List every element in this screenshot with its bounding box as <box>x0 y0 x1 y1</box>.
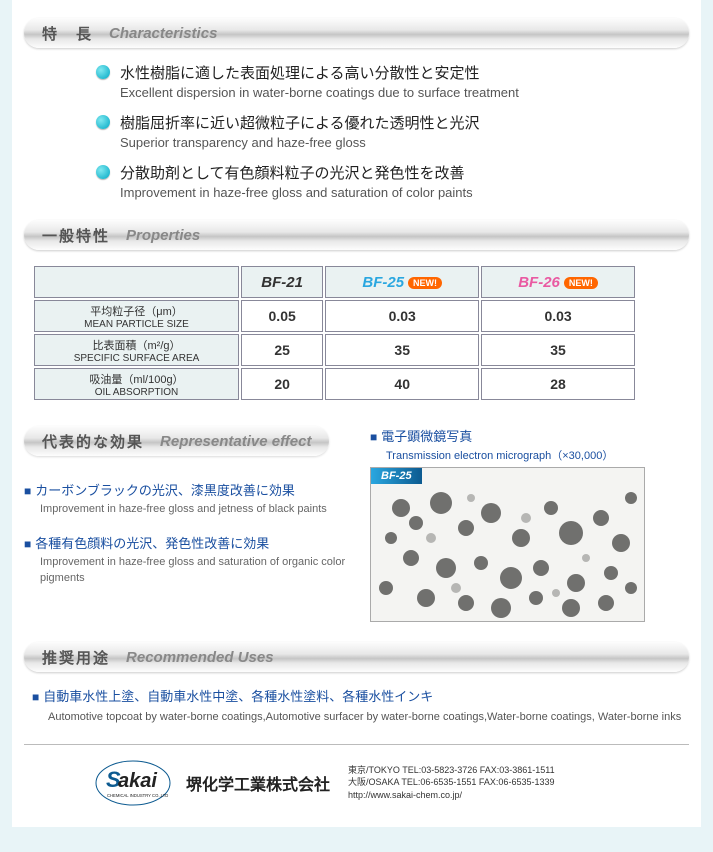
square-bullet-icon: ■ <box>370 430 377 444</box>
row-label: 平均粒子径（μm） MEAN PARTICLE SIZE <box>34 300 239 332</box>
bullet-item: 分散助剤として有色顔料粒子の光沢と発色性を改善 Improvement in h… <box>96 162 689 200</box>
bullet-text-jp: 樹脂屈折率に近い超微粒子による優れた透明性と光沢 <box>120 112 480 133</box>
section-title-jp: 推奨用途 <box>42 647 110 668</box>
micrograph-tag: BF-25 <box>371 468 422 484</box>
table-cell: 35 <box>325 334 479 366</box>
square-bullet-icon: ■ <box>24 537 31 551</box>
properties-table: BF-21 BF-25 NEW! BF-26 NEW! 平均粒子径（μm） MEAN… <box>32 264 637 402</box>
row-label: 吸油量（ml/100g） OIL ABSORPTION <box>34 368 239 400</box>
table-row: 比表面積（m²/g） SPECIFIC SURFACE AREA 25 35 3… <box>34 334 635 366</box>
contact-url: http://www.sakai-chem.co.jp/ <box>348 789 555 802</box>
section-header-properties: 一般特性 Properties <box>24 220 689 250</box>
rep-item-jp: 各種有色顔料の光沢、発色性改善に効果 <box>35 536 269 551</box>
table-cell: 20 <box>241 368 323 400</box>
company-name: 堺化学工業株式会社 <box>186 771 330 795</box>
new-badge: NEW! <box>564 277 598 289</box>
micrograph-svg <box>371 468 645 622</box>
representative-row: 代表的な効果 Representative effect ■ カーボンブラックの光… <box>24 426 689 622</box>
row-label-jp: 平均粒子径（μm） <box>35 303 238 319</box>
logo-icon: S akai CHEMICAL INDUSTRY CO.,LTD <box>94 759 172 807</box>
logo: S akai CHEMICAL INDUSTRY CO.,LTD <box>94 759 172 807</box>
rep-item: ■ カーボンブラックの光沢、漆黒度改善に効果 <box>24 480 364 499</box>
new-badge: NEW! <box>408 277 442 289</box>
square-bullet-icon: ■ <box>24 484 31 498</box>
table-cell: 28 <box>481 368 635 400</box>
product-name: BF-21 <box>261 274 303 291</box>
section-title-en: Representative effect <box>160 433 311 450</box>
table-row: 平均粒子径（μm） MEAN PARTICLE SIZE 0.05 0.03 0… <box>34 300 635 332</box>
bullet-dot-icon <box>96 65 110 79</box>
table-cell: 40 <box>325 368 479 400</box>
micrograph-title: ■ 電子顕微鏡写真 <box>370 426 645 445</box>
bullet-dot-icon <box>96 165 110 179</box>
rep-item-en: Improvement in haze-free gloss and satur… <box>40 555 364 586</box>
logo-subtext: CHEMICAL INDUSTRY CO.,LTD <box>107 793 168 798</box>
row-label-en: MEAN PARTICLE SIZE <box>35 319 238 330</box>
section-title-en: Recommended Uses <box>126 649 274 666</box>
rep-item: ■ 各種有色顔料の光沢、発色性改善に効果 <box>24 533 364 552</box>
contact-line: 大阪/OSAKA TEL:06-6535-1551 FAX:06-6535-13… <box>348 776 555 789</box>
page: 特 長 Characteristics 水性樹脂に適した表面処理による高い分散性… <box>12 0 701 827</box>
bullet-text-en: Excellent dispersion in water-borne coat… <box>120 85 689 100</box>
table-cell: 0.03 <box>325 300 479 332</box>
representative-right: ■ 電子顕微鏡写真 Transmission electron micrograp… <box>370 426 645 622</box>
representative-left: 代表的な効果 Representative effect ■ カーボンブラックの光… <box>24 426 364 586</box>
section-header-uses: 推奨用途 Recommended Uses <box>24 642 689 672</box>
product-header: BF-25 NEW! <box>325 266 479 298</box>
bullet-text-en: Improvement in haze-free gloss and satur… <box>120 185 689 200</box>
micrograph-title-en: Transmission electron micrograph（×30,000… <box>386 447 645 463</box>
section-title-jp: 一般特性 <box>42 225 110 246</box>
uses-en: Automotive topcoat by water-borne coatin… <box>48 709 689 726</box>
table-row: 吸油量（ml/100g） OIL ABSORPTION 20 40 28 <box>34 368 635 400</box>
contact-info: 東京/TOKYO TEL:03-5823-3726 FAX:03-3861-15… <box>348 764 555 802</box>
row-label-jp: 比表面積（m²/g） <box>35 337 238 353</box>
table-corner-cell <box>34 266 239 298</box>
section-title-en: Properties <box>126 227 200 244</box>
section-title-jp: 代表的な効果 <box>42 431 144 452</box>
section-header-representative: 代表的な効果 Representative effect <box>24 426 329 456</box>
row-label-jp: 吸油量（ml/100g） <box>35 371 238 387</box>
row-label: 比表面積（m²/g） SPECIFIC SURFACE AREA <box>34 334 239 366</box>
contact-line: 東京/TOKYO TEL:03-5823-3726 FAX:03-3861-15… <box>348 764 555 777</box>
characteristics-list: 水性樹脂に適した表面処理による高い分散性と安定性 Excellent dispe… <box>96 62 689 200</box>
product-header: BF-21 <box>241 266 323 298</box>
row-label-en: OIL ABSORPTION <box>35 387 238 398</box>
svg-text:akai: akai <box>118 770 157 792</box>
table-cell: 0.03 <box>481 300 635 332</box>
bullet-text-en: Superior transparency and haze-free glos… <box>120 135 689 150</box>
product-name: BF-26 <box>518 274 560 291</box>
footer: S akai CHEMICAL INDUSTRY CO.,LTD 堺化学工業株式… <box>94 759 689 807</box>
row-label-en: SPECIFIC SURFACE AREA <box>35 353 238 364</box>
section-header-characteristics: 特 長 Characteristics <box>24 18 689 48</box>
rep-item-jp: カーボンブラックの光沢、漆黒度改善に効果 <box>35 483 295 498</box>
table-cell: 25 <box>241 334 323 366</box>
uses-block: ■ 自動車水性上塗、自動車水性中塗、各種水性塗料、各種水性インキ Automoti… <box>32 686 689 726</box>
section-title-en: Characteristics <box>109 25 217 42</box>
uses-line: ■ 自動車水性上塗、自動車水性中塗、各種水性塗料、各種水性インキ <box>32 686 689 705</box>
bullet-text-jp: 水性樹脂に適した表面処理による高い分散性と安定性 <box>120 62 480 83</box>
section-title-jp: 特 長 <box>42 23 93 44</box>
square-bullet-icon: ■ <box>32 690 39 704</box>
uses-jp: 自動車水性上塗、自動車水性中塗、各種水性塗料、各種水性インキ <box>43 689 433 704</box>
bullet-text-jp: 分散助剤として有色顔料粒子の光沢と発色性を改善 <box>120 162 465 183</box>
table-cell: 0.05 <box>241 300 323 332</box>
footer-divider <box>24 744 689 745</box>
table-header-row: BF-21 BF-25 NEW! BF-26 NEW! <box>34 266 635 298</box>
product-header: BF-26 NEW! <box>481 266 635 298</box>
table-cell: 35 <box>481 334 635 366</box>
rep-item-en: Improvement in haze-free gloss and jetne… <box>40 502 364 517</box>
bullet-item: 水性樹脂に適した表面処理による高い分散性と安定性 Excellent dispe… <box>96 62 689 100</box>
product-name: BF-25 <box>362 274 404 291</box>
bullet-item: 樹脂屈折率に近い超微粒子による優れた透明性と光沢 Superior transp… <box>96 112 689 150</box>
micrograph-image: BF-25 <box>370 467 645 622</box>
bullet-dot-icon <box>96 115 110 129</box>
micrograph-title-jp: 電子顕微鏡写真 <box>381 429 472 444</box>
